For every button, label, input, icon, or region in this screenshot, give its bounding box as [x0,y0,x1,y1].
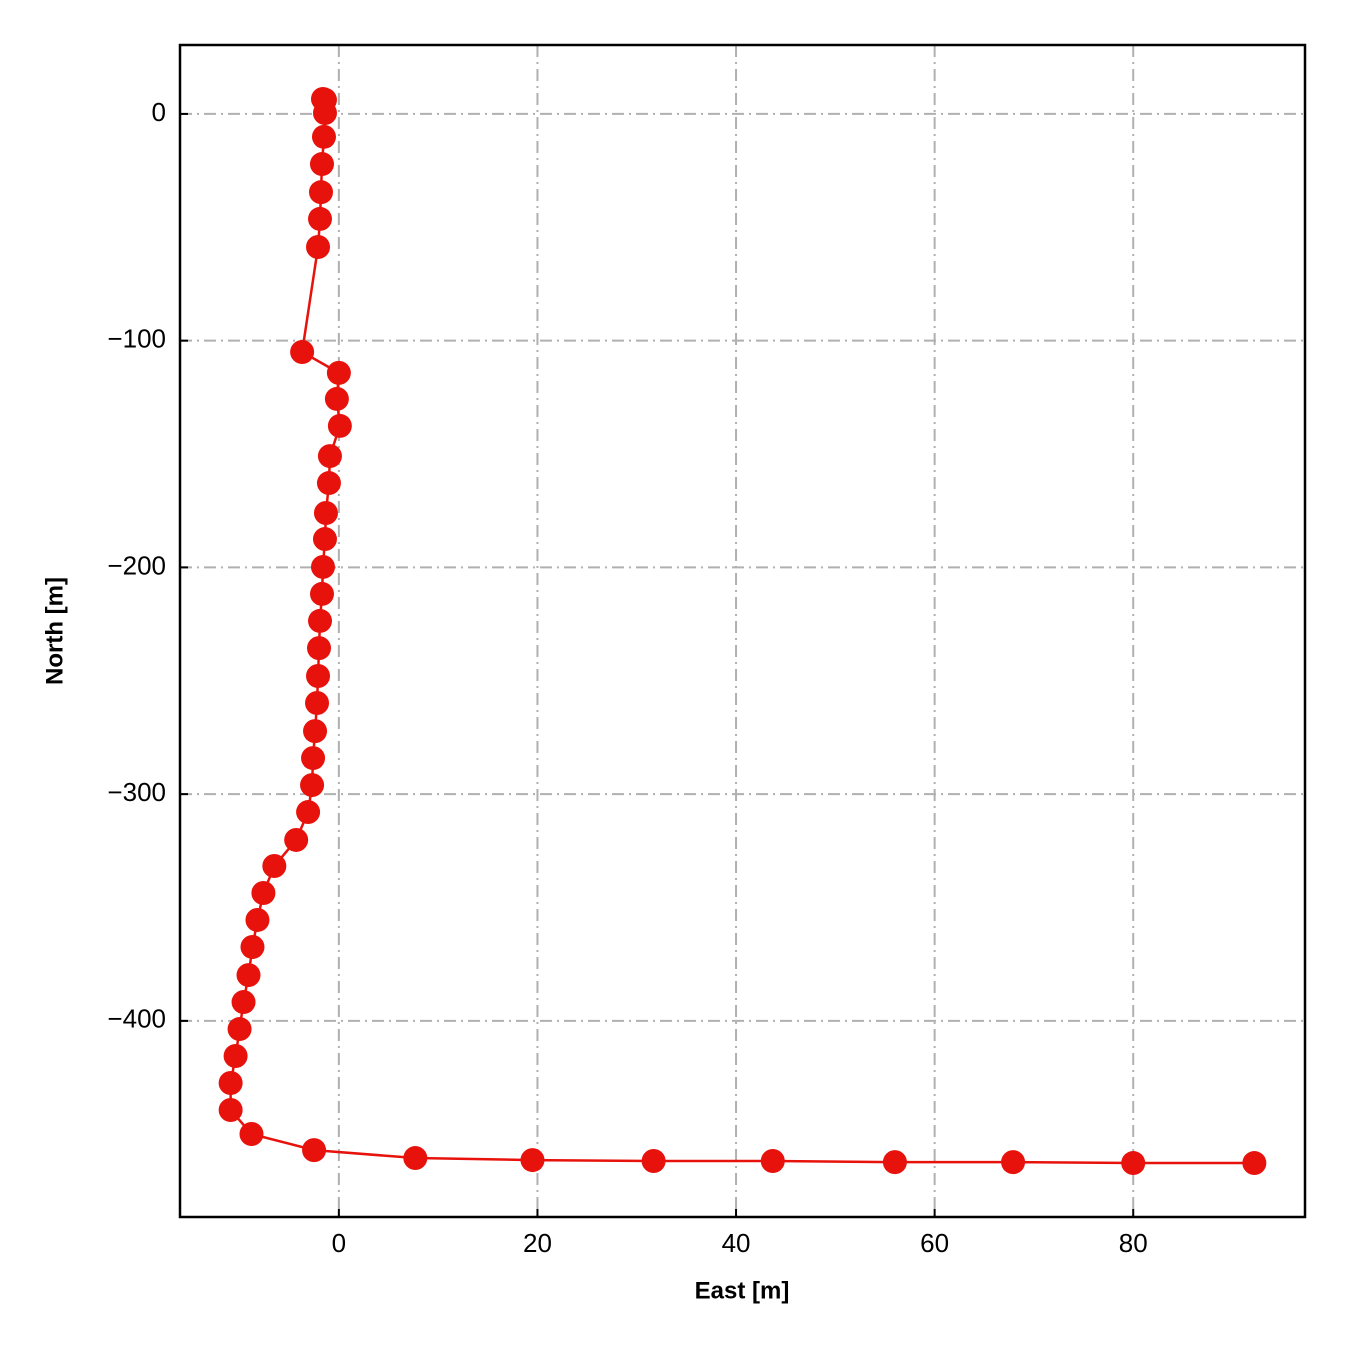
data-point [313,500,338,525]
data-point [231,990,256,1015]
data-point [227,1017,252,1042]
data-point [262,854,287,879]
data-point [308,206,333,231]
data-point [218,1070,243,1095]
data-point [760,1148,785,1173]
data-point [236,963,261,988]
data-point [1121,1151,1146,1176]
data-point [305,690,330,715]
data-point [306,235,331,260]
data-point [1001,1150,1026,1175]
data-point [302,1138,327,1163]
x-tick-label: 0 [332,1228,346,1258]
data-point [520,1148,545,1173]
data-point [300,773,325,798]
data-point [251,880,276,905]
data-point [641,1148,666,1173]
x-tick-label: 40 [722,1228,751,1258]
data-point [324,386,349,411]
data-point [240,934,265,959]
x-tick-label: 20 [523,1228,552,1258]
data-point [303,719,328,744]
y-axis-label: North [m] [41,577,68,685]
x-tick-label: 60 [920,1228,949,1258]
data-point [882,1150,907,1175]
data-point [309,152,334,177]
data-point [1242,1151,1267,1176]
data-point [306,664,331,689]
plot-frame [178,43,1307,1219]
data-point [245,907,270,932]
data-point [310,554,335,579]
data-point [403,1146,428,1171]
data-point [308,608,333,633]
data-point [312,527,337,552]
data-point [290,340,315,365]
data-point [316,471,341,496]
x-tick-label: 80 [1119,1228,1148,1258]
data-point [218,1097,243,1122]
data-point [239,1122,264,1147]
y-tick-label: 0 [152,97,166,127]
data-point [326,360,351,385]
data-point [223,1044,248,1069]
y-tick-label: −300 [107,777,166,807]
y-tick-label: −100 [107,324,166,354]
data-point [307,636,332,661]
data-point [296,800,321,825]
data-point [311,124,336,149]
data-point [312,101,337,126]
data-line [229,97,1255,1165]
y-tick-label: −400 [107,1004,166,1034]
y-tick-label: −200 [107,550,166,580]
data-point [301,746,326,771]
data-point [284,827,309,852]
data-point [308,180,333,205]
data-point [327,413,352,438]
data-point [309,581,334,606]
x-axis-label: East [m] [695,1277,790,1304]
data-point [317,444,342,469]
